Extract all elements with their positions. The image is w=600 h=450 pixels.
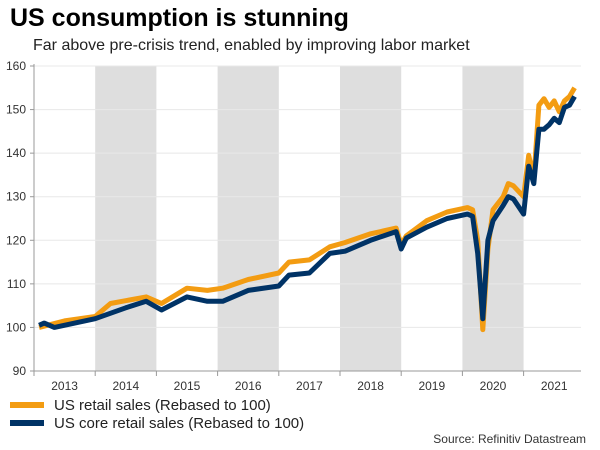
- x-tick-label: 2013: [51, 379, 78, 393]
- x-tick-label: 2017: [296, 379, 323, 393]
- y-tick-label: 90: [13, 364, 27, 378]
- legend: US retail sales (Rebased to 100) US core…: [10, 396, 304, 432]
- x-tick-label: 2015: [174, 379, 201, 393]
- x-tick-label: 2018: [357, 379, 384, 393]
- y-tick-label: 100: [6, 320, 26, 334]
- chart-subtitle: Far above pre-crisis trend, enabled by i…: [33, 37, 470, 54]
- y-tick-label: 150: [6, 103, 26, 117]
- y-tick-label: 140: [6, 146, 26, 160]
- chart-title: US consumption is stunning: [10, 4, 349, 32]
- y-tick-label: 110: [7, 277, 26, 291]
- legend-label: US core retail sales (Rebased to 100): [54, 414, 305, 432]
- y-tick-label: 160: [6, 59, 26, 73]
- legend-swatch: [10, 402, 44, 408]
- legend-swatch: [10, 420, 44, 426]
- x-tick-label: 2014: [112, 379, 139, 393]
- x-tick-label: 2021: [541, 379, 568, 393]
- y-tick-label: 130: [6, 190, 26, 204]
- y-tick-label: 120: [6, 233, 26, 247]
- source-note: Source: Refinitiv Datastream: [433, 432, 586, 446]
- shaded-band: [340, 66, 402, 371]
- legend-item-core: US core retail sales (Rebased to 100): [10, 414, 304, 432]
- legend-label: US retail sales (Rebased to 100): [54, 396, 271, 414]
- shaded-band: [217, 66, 279, 371]
- x-tick-label: 2016: [235, 379, 262, 393]
- series-line-retail: [38, 86, 577, 333]
- x-tick-label: 2019: [418, 379, 445, 393]
- shaded-band: [95, 66, 157, 371]
- x-tick-label: 2020: [480, 379, 507, 393]
- series-line-core-retail: [38, 95, 577, 330]
- legend-item-retail: US retail sales (Rebased to 100): [10, 396, 304, 414]
